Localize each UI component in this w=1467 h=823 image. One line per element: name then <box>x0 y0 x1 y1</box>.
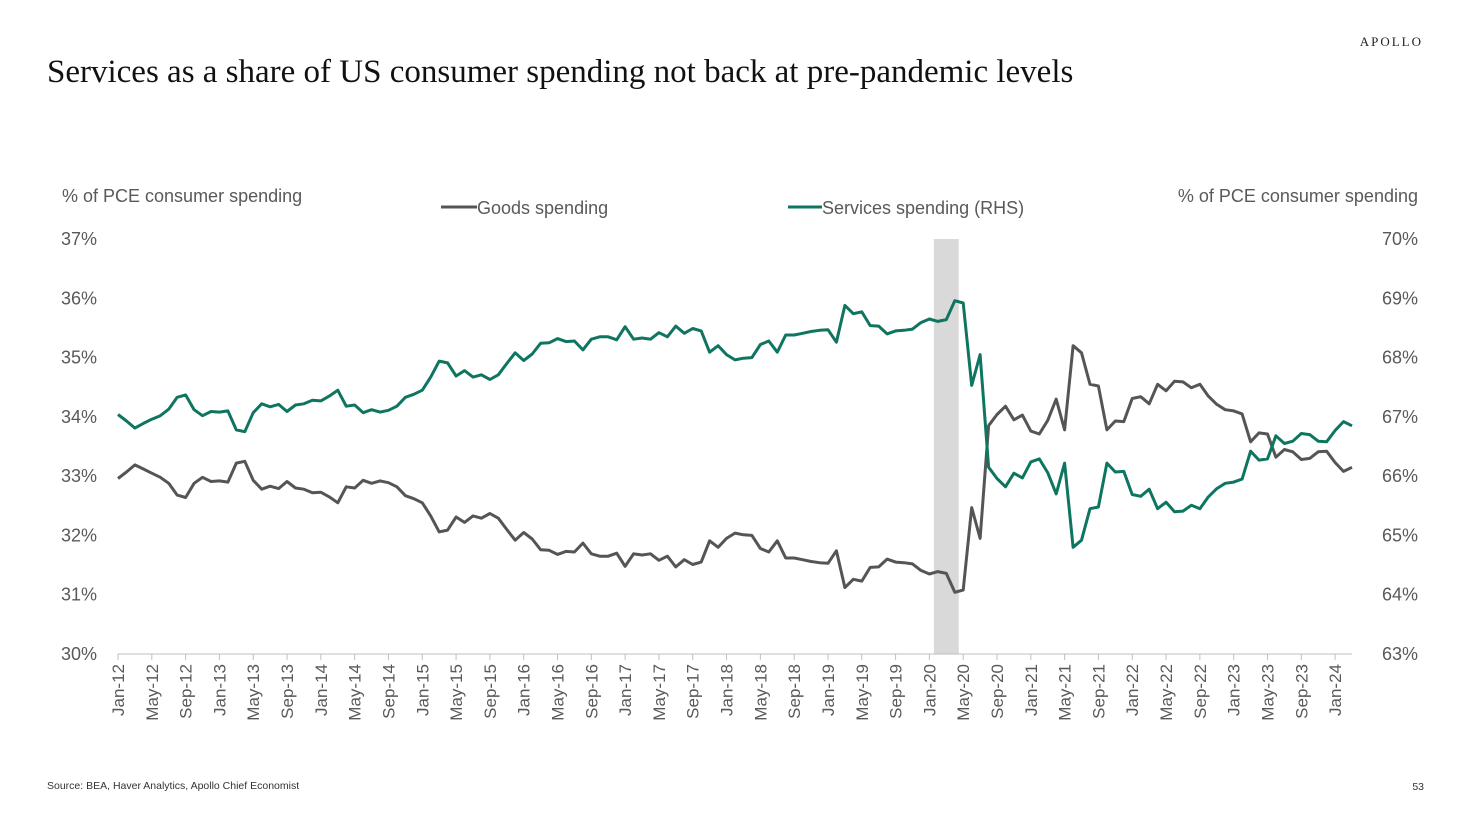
left-y-tick-label: 37% <box>61 229 97 249</box>
x-tick-label: Jan-12 <box>109 664 128 716</box>
legend: Goods spending Services spending (RHS) <box>441 198 1024 218</box>
chart-title: Services as a share of US consumer spend… <box>47 54 1074 90</box>
x-tick-label: May-23 <box>1258 664 1277 721</box>
x-tick-label: Jan-20 <box>920 664 939 716</box>
right-y-tick-label: 67% <box>1382 407 1418 427</box>
source-note: Source: BEA, Haver Analytics, Apollo Chi… <box>47 780 300 792</box>
right-axis-title: % of PCE consumer spending <box>1178 186 1418 206</box>
brand-logo: APOLLO <box>1359 34 1423 49</box>
x-tick-label: Jan-16 <box>515 664 534 716</box>
x-tick-label: May-22 <box>1157 664 1176 721</box>
x-tick-label: Sep-15 <box>481 664 500 719</box>
x-tick-label: May-20 <box>954 664 973 721</box>
right-y-tick-label: 68% <box>1382 348 1418 368</box>
x-tick-label: Jan-13 <box>210 664 229 716</box>
x-tick-label: May-16 <box>549 664 568 721</box>
left-y-tick-label: 32% <box>61 525 97 545</box>
x-tick-label: Jan-15 <box>413 664 432 716</box>
right-axis-tick-labels: 70% 69% 68% 67% 66% 65% 64% 63% <box>1382 229 1418 664</box>
left-y-tick-label: 33% <box>61 466 97 486</box>
left-axis-title: % of PCE consumer spending <box>62 186 302 206</box>
legend-label-goods: Goods spending <box>477 198 608 218</box>
x-tick-label: May-15 <box>447 664 466 721</box>
x-tick-label: Jan-14 <box>312 664 331 716</box>
x-tick-label: Sep-22 <box>1191 664 1210 719</box>
left-y-tick-label: 36% <box>61 288 97 308</box>
right-y-tick-label: 69% <box>1382 288 1418 308</box>
page-number: 53 <box>1412 781 1424 793</box>
left-y-tick-label: 31% <box>61 585 97 605</box>
x-tick-label: Jan-21 <box>1022 664 1041 716</box>
x-tick-label: May-17 <box>650 664 669 721</box>
left-y-tick-label: 35% <box>61 348 97 368</box>
right-y-tick-label: 63% <box>1382 644 1418 664</box>
x-axis-ticks <box>117 654 1336 660</box>
x-tick-label: May-18 <box>751 664 770 721</box>
x-tick-label: Jan-19 <box>819 664 838 716</box>
x-tick-label: May-12 <box>143 664 162 721</box>
x-tick-label: Jan-18 <box>718 664 737 716</box>
x-tick-label: Sep-23 <box>1292 664 1311 719</box>
x-tick-label: Sep-16 <box>582 664 601 719</box>
left-y-tick-label: 30% <box>61 644 97 664</box>
x-tick-label: Sep-20 <box>988 664 1007 719</box>
x-tick-label: Sep-18 <box>785 664 804 719</box>
left-y-tick-label: 34% <box>61 407 97 427</box>
x-tick-label: Jan-23 <box>1225 664 1244 716</box>
x-tick-label: Sep-12 <box>177 664 196 719</box>
legend-label-services: Services spending (RHS) <box>822 198 1024 218</box>
left-axis-tick-labels: 37% 36% 35% 34% 33% 32% 31% 30% <box>61 229 97 664</box>
x-tick-label: Sep-14 <box>379 664 398 719</box>
x-axis-tick-labels: Jan-12 May-12 Sep-12 Jan-13 May-13 Sep-13 Jan-… <box>109 664 1345 721</box>
x-tick-label: Jan-22 <box>1123 664 1142 716</box>
right-y-tick-label: 65% <box>1382 525 1418 545</box>
x-tick-label: May-21 <box>1056 664 1075 721</box>
x-tick-label: Sep-19 <box>887 664 906 719</box>
recession-shading <box>933 239 959 654</box>
x-tick-label: Jan-17 <box>616 664 635 716</box>
x-tick-label: May-14 <box>346 664 365 721</box>
series-line-goods <box>117 344 1353 594</box>
right-y-tick-label: 66% <box>1382 466 1418 486</box>
series-line-services <box>117 299 1353 549</box>
x-tick-label: May-19 <box>853 664 872 721</box>
right-y-tick-label: 70% <box>1382 229 1418 249</box>
x-tick-label: Jan-24 <box>1326 664 1345 716</box>
right-y-tick-label: 64% <box>1382 585 1418 605</box>
x-tick-label: Sep-13 <box>278 664 297 719</box>
x-tick-label: Sep-17 <box>684 664 703 719</box>
x-tick-label: May-13 <box>244 664 263 721</box>
x-tick-label: Sep-21 <box>1089 664 1108 719</box>
